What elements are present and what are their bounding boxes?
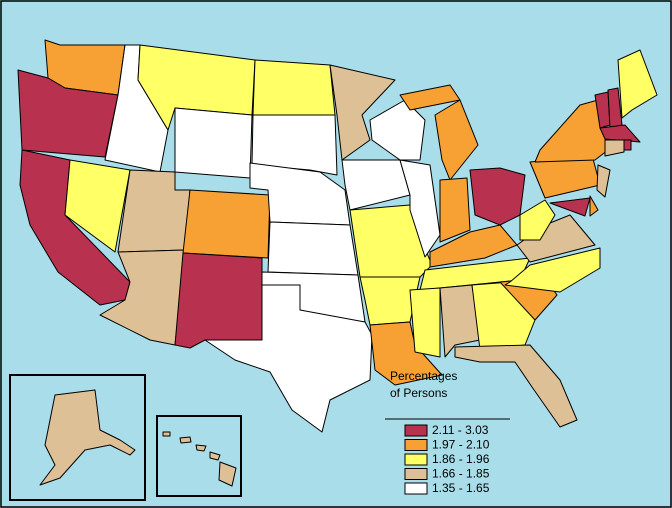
state — [267, 221, 359, 276]
state — [617, 49, 658, 119]
state — [179, 436, 192, 444]
state — [251, 114, 338, 176]
state — [519, 199, 556, 241]
state — [504, 247, 601, 293]
state — [399, 159, 441, 258]
state — [341, 159, 411, 211]
legend-swatch — [404, 424, 428, 437]
state — [596, 164, 611, 198]
legend-label: 2.11 - 3.03 — [432, 423, 489, 437]
state — [589, 195, 599, 217]
state — [454, 344, 578, 428]
state — [182, 189, 271, 259]
legend-label: 1.66 - 1.85 — [432, 467, 490, 481]
state — [39, 389, 136, 486]
legend-swatch — [404, 453, 428, 466]
state — [162, 431, 171, 437]
state — [195, 444, 207, 452]
legend-label: 1.97 - 2.10 — [432, 438, 490, 452]
state — [623, 139, 632, 151]
state — [399, 84, 461, 111]
state — [64, 159, 131, 253]
legend-title: Percentages — [390, 369, 457, 383]
alaska-inset — [9, 374, 146, 501]
legend-swatch — [404, 482, 428, 495]
state — [409, 287, 441, 358]
state — [174, 107, 253, 179]
state — [599, 124, 641, 143]
state — [209, 451, 221, 461]
state — [369, 321, 443, 386]
state — [329, 64, 396, 161]
legend: 2.11 - 3.031.97 - 2.101.86 - 1.961.66 - … — [404, 423, 490, 495]
legend-swatch — [404, 468, 428, 480]
state — [434, 99, 479, 181]
state — [252, 59, 336, 116]
legend-label: 1.35 - 1.65 — [432, 481, 490, 495]
legend-label: 1.86 - 1.96 — [432, 452, 490, 466]
state — [174, 252, 263, 349]
state — [604, 139, 625, 157]
state — [469, 167, 526, 226]
state — [204, 284, 373, 433]
states — [17, 39, 658, 487]
state — [549, 197, 591, 217]
hawaii-inset — [156, 415, 242, 497]
legend-swatch — [404, 439, 428, 451]
state — [439, 284, 481, 358]
state — [439, 177, 471, 243]
legend-title: of Persons — [390, 386, 447, 400]
state — [218, 461, 237, 487]
